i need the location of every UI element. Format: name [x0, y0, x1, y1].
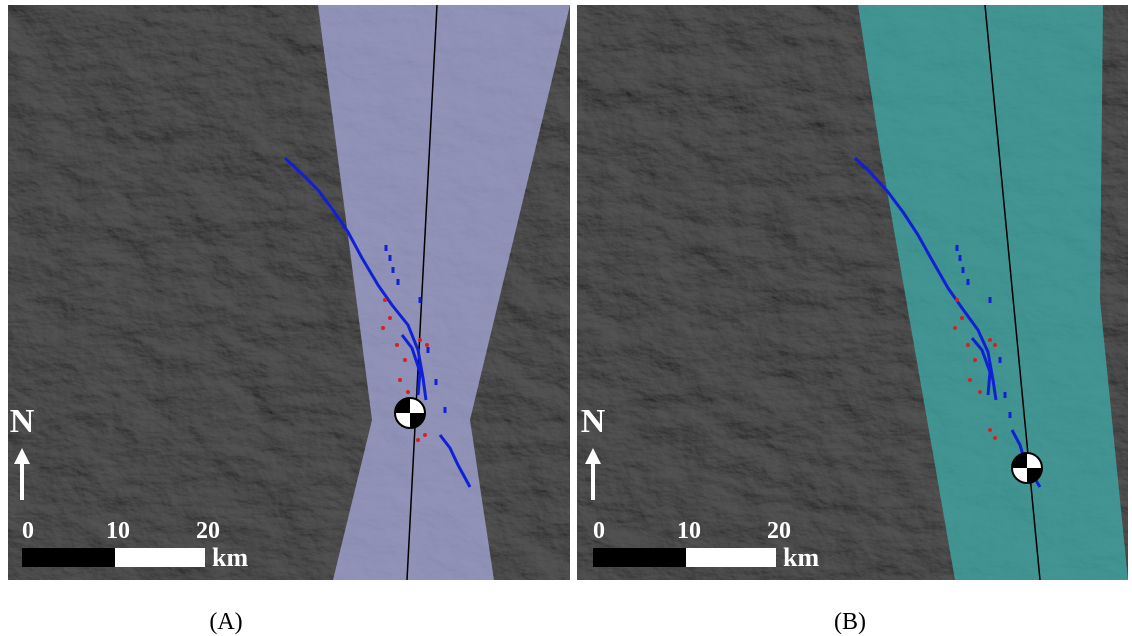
fault-dash — [419, 297, 422, 303]
fault-dash — [956, 245, 959, 251]
surface-rupture — [960, 316, 964, 320]
fault-dash — [427, 347, 430, 353]
surface-rupture — [988, 428, 992, 432]
scale-label: 10 — [106, 518, 130, 544]
scale-unit: km — [783, 543, 819, 572]
surface-rupture — [403, 358, 407, 362]
surface-rupture — [383, 298, 387, 302]
map-panel — [8, 5, 570, 580]
north-label: N — [581, 403, 606, 440]
surface-rupture — [388, 316, 392, 320]
surface-rupture — [423, 433, 427, 437]
scale-bar-black — [22, 548, 115, 567]
surface-rupture — [993, 436, 997, 440]
surface-rupture — [966, 343, 970, 347]
scale-bar-black — [593, 548, 686, 567]
surface-rupture — [381, 326, 385, 330]
figure: N01020km(A)N01020km(B) — [0, 0, 1132, 636]
fault-dash — [385, 245, 388, 251]
fault-dash — [999, 357, 1002, 363]
fault-dash — [967, 279, 970, 285]
surface-rupture — [395, 343, 399, 347]
scale-label: 20 — [767, 518, 791, 544]
fault-dash — [444, 407, 447, 413]
panel-caption: (A) — [209, 609, 242, 635]
fault-dash — [435, 379, 438, 385]
fault-dash — [392, 267, 395, 273]
fault-dash — [962, 267, 965, 273]
surface-rupture — [953, 326, 957, 330]
fault-dash — [389, 255, 392, 261]
map-panel — [577, 5, 1128, 580]
surface-rupture — [406, 390, 410, 394]
surface-rupture — [973, 358, 977, 362]
fault-dash — [989, 297, 992, 303]
fault-dash — [1004, 392, 1007, 398]
surface-rupture — [993, 343, 997, 347]
surface-rupture — [978, 390, 982, 394]
fault-dash — [397, 279, 400, 285]
surface-rupture — [968, 378, 972, 382]
surface-rupture — [955, 298, 959, 302]
fault-dash — [959, 255, 962, 261]
surface-rupture — [416, 438, 420, 442]
scale-label: 0 — [593, 518, 605, 544]
surface-rupture — [418, 338, 422, 342]
surface-rupture — [988, 338, 992, 342]
scale-unit: km — [212, 543, 248, 572]
scale-label: 10 — [677, 518, 701, 544]
scale-bar-white — [686, 548, 776, 567]
scale-label: 0 — [22, 518, 34, 544]
surface-rupture — [425, 343, 429, 347]
panel-caption: (B) — [834, 609, 866, 635]
scale-label: 20 — [196, 518, 220, 544]
surface-rupture — [398, 378, 402, 382]
fault-dash — [1009, 412, 1012, 418]
scale-bar-white — [115, 548, 205, 567]
north-label: N — [10, 403, 35, 440]
